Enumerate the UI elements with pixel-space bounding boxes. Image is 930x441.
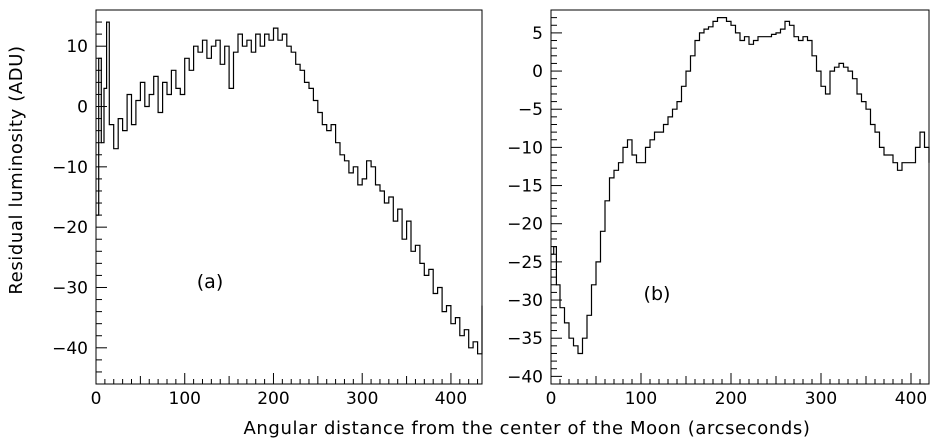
plot-frame [95,9,483,385]
x-tick-label: 100 [169,389,201,409]
y-axis-label: Residual luminosity (ADU) [6,45,27,294]
series-line [551,17,930,355]
panel-b: 50−5−10−15−20−25−30−35−400 100 200 300 400(b… [507,9,930,409]
x-tick-label: 400 [435,389,467,409]
y-tick-label: −15 [507,177,543,197]
y-tick-label: −30 [507,291,543,311]
y-tick-label: −5 [518,100,543,120]
x-tick-label: 100 [625,389,657,409]
y-tick-label: −40 [52,339,88,359]
y-tick-label: −35 [507,329,543,349]
y-tick-label: −20 [52,218,88,238]
panel-a: 100−10−20−30−400 100 200 300 400(a) [52,9,483,409]
y-tick-label: −20 [507,215,543,235]
x-tick-label: 200 [715,389,747,409]
y-tick-label: −30 [52,278,88,298]
x-axis-label: Angular distance from the center of the … [244,418,811,439]
x-tick-label: 300 [346,389,378,409]
y-tick-label: −10 [52,158,88,178]
x-tick-label: 200 [257,389,289,409]
y-tick-label: −10 [507,138,543,158]
x-tick-label: 300 [805,389,837,409]
series-line [96,21,483,355]
y-tick-label: −25 [507,253,543,273]
x-tick-label: 0 [91,389,102,409]
y-tick-label: 5 [532,24,543,44]
y-tick-label: 10 [66,37,88,57]
panel-label: (b) [644,283,671,305]
y-tick-label: 0 [77,98,88,118]
plot-frame [550,9,930,385]
panel-label: (a) [197,271,223,293]
y-tick-label: −40 [507,367,543,387]
y-tick-label: 0 [532,62,543,82]
x-tick-label: 400 [895,389,927,409]
x-tick-label: 0 [546,389,557,409]
